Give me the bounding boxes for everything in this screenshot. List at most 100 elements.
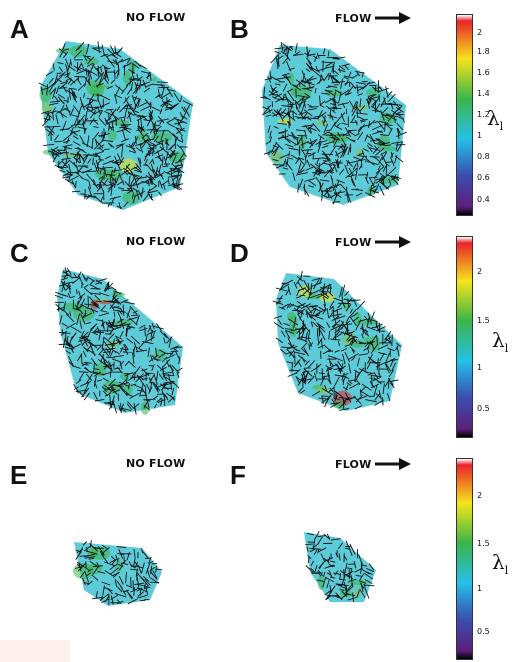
fiber-segment: [114, 45, 117, 53]
fiber-segment: [307, 104, 314, 108]
fiber-segment: [83, 76, 91, 86]
fiber-segment: [87, 276, 95, 282]
fiber-segment: [139, 157, 142, 164]
fiber-segment: [85, 374, 93, 385]
fiber-segment: [123, 96, 130, 104]
fiber-segment: [394, 155, 404, 163]
fiber-segment: [115, 339, 122, 344]
fiber-segment: [171, 173, 182, 181]
fiber-segment: [79, 320, 83, 330]
colorbar-2-symbol: λ: [492, 328, 505, 352]
fiber-segment: [92, 153, 101, 158]
fiber-segment: [385, 363, 392, 372]
fiber-segment: [296, 137, 299, 145]
fiber-segment: [119, 387, 128, 397]
fiber-segment: [327, 51, 330, 57]
strain-patch: [315, 386, 331, 395]
fiber-segment: [107, 184, 115, 193]
fiber-segment: [40, 86, 44, 95]
fiber-segment: [181, 106, 186, 113]
fiber-segment: [109, 557, 120, 563]
fiber-segment: [263, 86, 266, 99]
fiber-segment: [371, 342, 375, 350]
fiber-segment: [44, 112, 53, 118]
fiber-segment: [99, 169, 102, 175]
fiber-segment: [115, 172, 121, 184]
fiber-segment: [307, 126, 317, 132]
fiber-segment: [125, 393, 134, 397]
fiber-segment: [133, 565, 143, 569]
fiber-segment: [359, 588, 366, 598]
fiber-segment: [100, 66, 102, 73]
fiber-segment: [359, 389, 362, 396]
fiber-segment: [371, 383, 379, 389]
fiber-segment: [353, 369, 361, 374]
strain-map-c: [55, 267, 183, 415]
fiber-segment: [63, 301, 66, 312]
fiber-segment: [276, 93, 284, 101]
fiber-segment: [153, 395, 159, 400]
strain-patch: [122, 190, 140, 205]
fiber-segment: [65, 104, 71, 116]
colorbar-1-tick: 2: [477, 28, 483, 37]
fiber-segment: [128, 143, 136, 153]
fiber-segment: [279, 283, 285, 292]
fiber-segment: [366, 317, 370, 327]
fiber-segment: [329, 360, 334, 367]
fiber-segment: [312, 321, 318, 328]
fiber-segment: [124, 107, 133, 110]
fiber-segment: [323, 296, 326, 306]
fiber-segment: [65, 281, 76, 284]
fiber-segment: [300, 102, 305, 114]
fiber-segment: [129, 172, 140, 177]
fiber-segment: [134, 175, 143, 184]
fiber-segment: [78, 339, 84, 342]
fiber-segment: [120, 387, 130, 396]
fiber-segment: [147, 325, 152, 333]
fiber-segment: [162, 371, 174, 375]
fiber-segment: [66, 137, 70, 144]
fiber-segment: [346, 567, 353, 570]
fiber-segment: [97, 41, 100, 54]
fiber-segment: [358, 368, 369, 374]
colorbar-3: [456, 458, 473, 660]
fiber-segment: [56, 166, 67, 169]
fiber-segment: [286, 88, 294, 93]
fiber-segment: [138, 341, 145, 349]
fiber-segment: [101, 166, 113, 169]
fiber-segment: [84, 556, 96, 559]
fiber-segment: [52, 87, 57, 100]
fiber-segment: [59, 314, 63, 325]
fiber-segment: [309, 305, 318, 307]
fiber-segment: [289, 45, 294, 50]
fiber-segment: [152, 325, 164, 330]
fiber-segment: [112, 306, 120, 309]
fiber-segment: [339, 588, 345, 592]
fiber-segment: [387, 347, 395, 352]
fiber-segment: [375, 329, 385, 332]
fiber-segment: [301, 137, 304, 149]
fiber-segment: [41, 110, 52, 115]
fiber-segment: [54, 134, 59, 141]
fiber-segment: [150, 354, 153, 362]
fiber-segment: [120, 407, 132, 412]
fiber-segment: [307, 59, 313, 69]
fiber-segment: [317, 112, 327, 119]
fiber-segment: [366, 326, 376, 331]
fiber-segment: [158, 373, 164, 381]
fiber-segment: [318, 306, 326, 312]
fiber-segment: [83, 303, 95, 306]
fiber-segment: [83, 165, 89, 169]
fiber-segment: [340, 149, 346, 159]
fiber-segment: [332, 334, 337, 341]
fiber-segment: [361, 81, 371, 90]
fiber-segment: [133, 166, 142, 173]
fiber-segment: [369, 156, 380, 158]
fiber-segment: [150, 329, 153, 338]
fiber-segment: [128, 175, 131, 187]
fiber-segment: [311, 277, 321, 281]
fiber-segment: [333, 56, 346, 60]
fiber-segment: [114, 177, 117, 189]
fiber-segment: [132, 403, 140, 410]
fiber-segment: [139, 101, 148, 107]
